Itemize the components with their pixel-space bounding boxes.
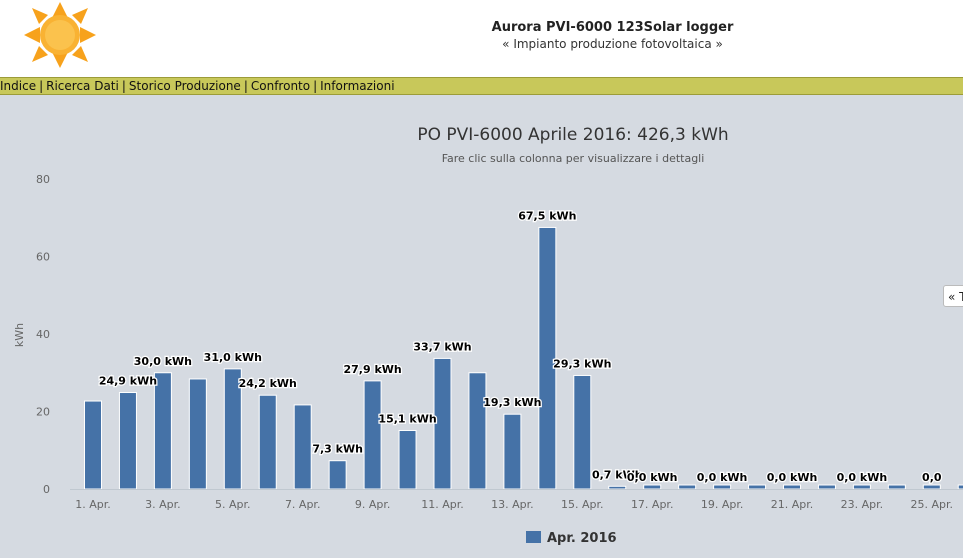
x-tick-label: 13. Apr. — [491, 498, 534, 511]
x-tick-label: 3. Apr. — [145, 498, 181, 511]
data-label: 31,0 kWh — [204, 351, 262, 364]
chart-bar[interactable] — [608, 485, 627, 490]
x-tick-label: 25. Apr. — [911, 498, 954, 511]
chart-bar[interactable] — [118, 392, 137, 490]
x-tick-label: 5. Apr. — [215, 498, 251, 511]
chart-bar[interactable] — [363, 380, 382, 490]
data-label: 33,7 kWh — [413, 340, 471, 353]
data-label: 0,0 kWh — [767, 471, 818, 484]
data-label: 7,3 kWh — [312, 443, 363, 456]
data-label: 0,0 — [922, 471, 942, 484]
x-tick-label: 19. Apr. — [701, 498, 744, 511]
y-tick-label: 0 — [43, 483, 50, 496]
data-label: 0,0 kWh — [697, 471, 748, 484]
nav-separator: | — [313, 79, 318, 93]
chart-bar[interactable] — [468, 372, 487, 490]
main-nav: Indice | Ricerca Dati | Storico Produzione | C… — [0, 77, 963, 95]
chart-bar[interactable] — [852, 484, 871, 490]
nav-informazioni[interactable]: Informazioni — [320, 79, 395, 93]
chart-bar[interactable] — [922, 484, 941, 490]
nav-separator: | — [121, 79, 126, 93]
nav-storico-produzione[interactable]: Storico Produzione — [128, 79, 241, 93]
x-tick-label: 23. Apr. — [841, 498, 884, 511]
nav-ricerca-dati[interactable]: Ricerca Dati — [46, 79, 119, 93]
y-tick-label: 40 — [36, 328, 50, 341]
nav-confronto[interactable]: Confronto — [250, 79, 311, 93]
site-title: Aurora PVI-6000 123Solar logger — [491, 20, 734, 35]
nav-separator: | — [243, 79, 248, 93]
chart-bar[interactable] — [887, 484, 906, 490]
chart-bar[interactable] — [293, 404, 312, 490]
data-label: 24,9 kWh — [99, 375, 157, 388]
x-tick-label: 17. Apr. — [631, 498, 674, 511]
data-label: 30,0 kWh — [134, 355, 192, 368]
data-label: 27,9 kWh — [343, 363, 401, 376]
x-tick-label: 11. Apr. — [421, 498, 464, 511]
x-tick-label: 9. Apr. — [355, 498, 391, 511]
nav-separator: | — [39, 79, 44, 93]
chart-title: PO PVI-6000 Aprile 2016: 426,3 kWh — [417, 125, 728, 145]
x-tick-label: 15. Apr. — [561, 498, 604, 511]
zoom-reset-button[interactable]: « T — [943, 285, 963, 307]
chart-bar[interactable] — [957, 484, 963, 490]
chart-bar[interactable] — [153, 372, 172, 490]
production-chart: PO PVI-6000 Aprile 2016: 426,3 kWh Fare … — [13, 125, 963, 546]
x-tick-label: 21. Apr. — [771, 498, 814, 511]
data-label: 15,1 kWh — [378, 412, 436, 425]
page-header: Aurora PVI-6000 123Solar logger « Impian… — [0, 0, 963, 77]
y-tick-label: 60 — [36, 251, 50, 264]
y-axis-title: kWh — [13, 323, 26, 347]
chart-bar[interactable] — [398, 429, 417, 490]
nav-indice[interactable]: Indice — [0, 79, 37, 93]
chart-bar[interactable] — [188, 378, 207, 490]
chart-area: PO PVI-6000 Aprile 2016: 426,3 kWh Fare … — [0, 95, 963, 558]
chart-bar[interactable] — [503, 413, 522, 490]
data-label: 0,0 kWh — [837, 471, 888, 484]
x-tick-label: 7. Apr. — [285, 498, 321, 511]
y-tick-label: 20 — [36, 406, 50, 419]
chart-bar[interactable] — [84, 400, 102, 490]
chart-bar[interactable] — [643, 484, 662, 490]
chart-bar[interactable] — [783, 484, 801, 490]
data-label: 29,3 kWh — [553, 357, 611, 370]
chart-bar[interactable] — [258, 394, 277, 490]
chart-bar[interactable] — [817, 484, 836, 490]
data-label: 24,2 kWh — [239, 377, 297, 390]
chart-subtitle: Fare clic sulla colonna per visualizzare… — [442, 152, 705, 165]
chart-bar[interactable] — [748, 484, 767, 490]
chart-bar[interactable] — [678, 484, 697, 490]
chart-bar[interactable] — [573, 374, 592, 490]
site-subtitle: « Impianto produzione fotovoltaica » — [502, 37, 723, 51]
data-label: 0,7 kWh — [592, 468, 643, 481]
y-tick-label: 80 — [36, 173, 50, 186]
sun-icon — [24, 2, 96, 68]
data-label: 67,5 kWh — [518, 209, 576, 222]
data-label: 19,3 kWh — [483, 396, 541, 409]
legend-swatch[interactable] — [526, 531, 541, 543]
chart-bar[interactable] — [328, 460, 347, 490]
legend-label[interactable]: Apr. 2016 — [547, 531, 617, 546]
chart-bar[interactable] — [713, 484, 732, 490]
x-tick-label: 1. Apr. — [75, 498, 111, 511]
data-label: 0,0 kWh — [627, 471, 678, 484]
